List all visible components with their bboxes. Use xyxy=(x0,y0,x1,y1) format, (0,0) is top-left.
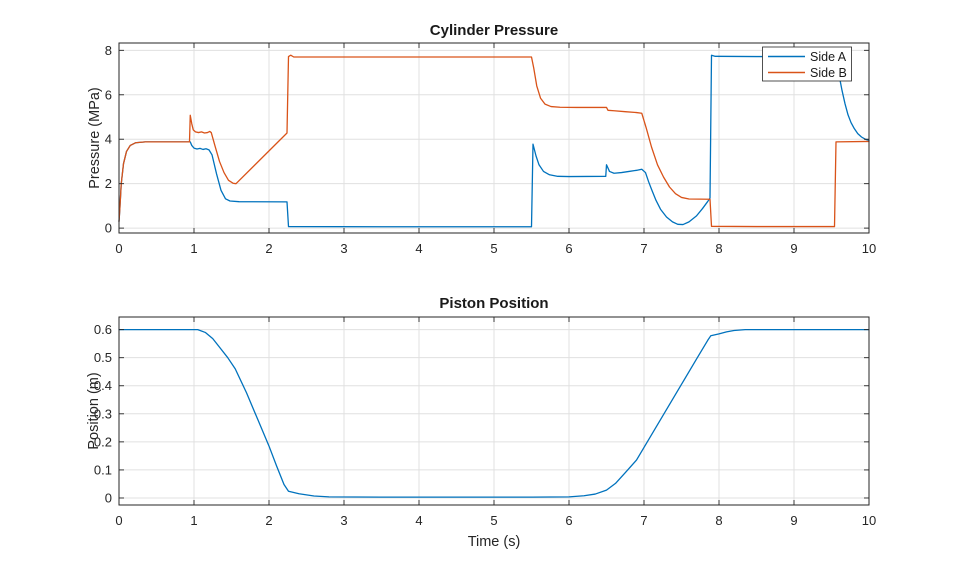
pressure-chart-title: Cylinder Pressure xyxy=(430,22,558,39)
x-tick-label: 8 xyxy=(715,513,722,528)
x-tick-label: 2 xyxy=(265,513,272,528)
x-tick-label: 7 xyxy=(640,241,647,256)
position-plot-area: 0 1 2 3 4 5 6 7 8 9 10 0 0.1 0.2 0.3 0.4 0.5 0.6 xyxy=(94,316,876,528)
x-tick-label: 10 xyxy=(862,513,876,528)
grid-lines xyxy=(118,43,870,233)
y-tick-label: 0.5 xyxy=(94,350,112,365)
legend-label-side-b: Side B xyxy=(810,66,847,80)
y-tick-label: 0 xyxy=(105,221,112,236)
x-tick-label: 5 xyxy=(490,241,497,256)
x-tick-label: 9 xyxy=(790,241,797,256)
tick-marks xyxy=(118,317,870,505)
x-tick-label: 2 xyxy=(265,241,272,256)
pressure-ylabel: Pressure (MPa) xyxy=(87,87,103,189)
x-tick-label: 6 xyxy=(565,513,572,528)
time-xlabel: Time (s) xyxy=(468,534,521,550)
y-tick-label: 4 xyxy=(105,132,112,147)
x-tick-label: 5 xyxy=(490,513,497,528)
side-b-line xyxy=(118,54,870,228)
y-tick-label: 0 xyxy=(105,490,112,505)
position-ylabel: Position (m) xyxy=(86,372,102,449)
y-tick-label: 0.4 xyxy=(94,378,112,393)
y-tick-label: 8 xyxy=(105,43,112,58)
x-tick-label: 3 xyxy=(340,513,347,528)
x-tick-label: 6 xyxy=(565,241,572,256)
y-tick-label: 6 xyxy=(105,87,112,102)
x-tick-label: 4 xyxy=(415,513,422,528)
x-tick-label: 1 xyxy=(190,241,197,256)
legend-box xyxy=(762,46,852,82)
x-tick-label: 1 xyxy=(190,513,197,528)
x-tick-label: 8 xyxy=(715,241,722,256)
y-tick-label: 0.1 xyxy=(94,462,112,477)
grid-lines xyxy=(118,317,870,505)
x-tick-label: 3 xyxy=(340,241,347,256)
x-tick-label: 0 xyxy=(115,513,122,528)
position-chart-title: Piston Position xyxy=(439,295,548,312)
x-tick-label: 0 xyxy=(115,241,122,256)
y-tick-label: 0.6 xyxy=(94,322,112,337)
legend: Side A Side B xyxy=(762,46,852,82)
x-tick-label: 7 xyxy=(640,513,647,528)
x-tick-label: 9 xyxy=(790,513,797,528)
pressure-plot-area: 0 1 2 3 4 5 6 7 8 9 10 0 2 4 6 8 xyxy=(105,42,876,256)
tick-labels: 0 1 2 3 4 5 6 7 8 9 10 0 0.1 0.2 0.3 0.4 0.5 0.6 xyxy=(94,322,876,528)
x-tick-label: 4 xyxy=(415,241,422,256)
y-tick-label: 0.3 xyxy=(94,406,112,421)
tick-labels: 0 1 2 3 4 5 6 7 8 9 10 0 2 4 6 8 xyxy=(105,43,876,256)
tick-marks xyxy=(118,43,870,233)
y-tick-label: 0.2 xyxy=(94,434,112,449)
x-tick-label: 10 xyxy=(862,241,876,256)
legend-label-side-a: Side A xyxy=(810,50,847,64)
y-tick-label: 2 xyxy=(105,176,112,191)
position-line xyxy=(118,328,870,498)
